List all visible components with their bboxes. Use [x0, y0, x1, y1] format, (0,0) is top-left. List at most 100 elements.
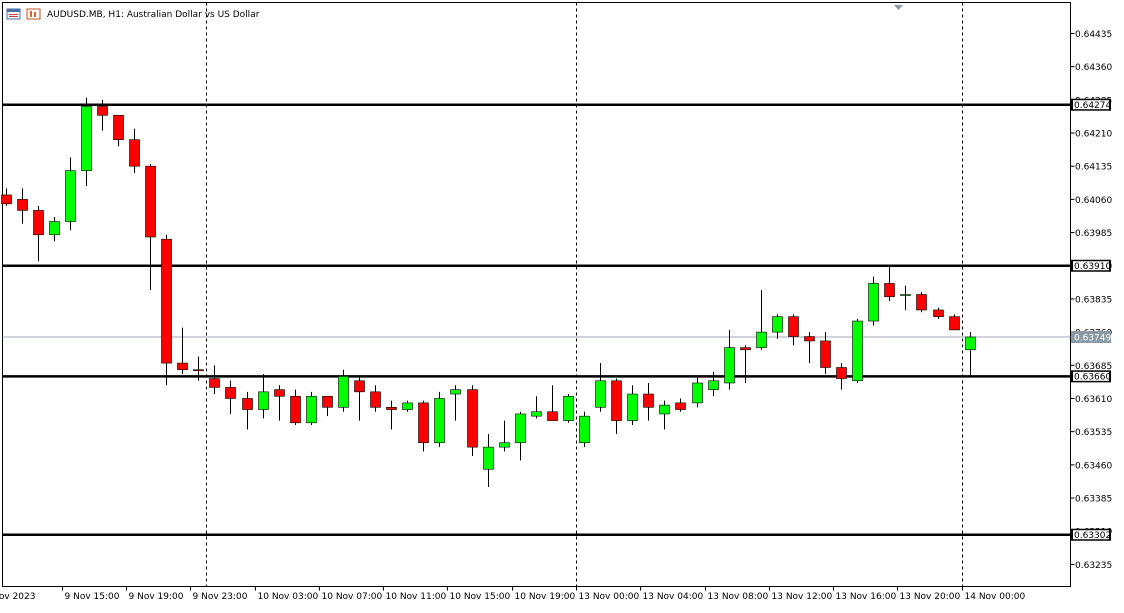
bull-candle [595, 363, 606, 412]
bull-candle [531, 396, 542, 419]
time-tick-label: 9 Nov 2023 [0, 592, 35, 602]
bear-candle [836, 363, 847, 390]
bear-candle [916, 292, 927, 313]
day-separators [206, 2, 963, 587]
candle-body [418, 402, 429, 444]
bear-candle [17, 188, 28, 224]
bull-candle [499, 420, 510, 452]
price-tick-label: 0.64135 [1075, 163, 1112, 173]
level-price-tag-inner [1073, 530, 1109, 540]
candle-body [322, 395, 333, 408]
candle-body [836, 367, 847, 379]
candle-body [884, 283, 895, 298]
bull-candle [338, 369, 349, 412]
time-tick-label: 13 Nov 00:00 [579, 592, 640, 602]
candle-body [242, 398, 253, 410]
candle-body [386, 407, 397, 410]
price-tags: 0.64274 0.63910 0.63660 0.63302 0.63749 [1071, 98, 1111, 541]
bull-candle [49, 217, 60, 242]
price-tick-label: 0.63460 [1075, 461, 1112, 471]
candle-body [258, 391, 269, 410]
candle-body [290, 395, 301, 424]
bear-candle [788, 314, 799, 346]
chart-window-icon[interactable] [6, 8, 21, 20]
candle-body [225, 387, 236, 399]
candle-body [916, 294, 927, 311]
candle-body [547, 411, 558, 421]
candle-body [740, 347, 751, 351]
candle-body [450, 389, 461, 395]
bear-candle [161, 234, 172, 386]
candle-body [193, 369, 204, 372]
bull-candle [563, 394, 574, 423]
price-tick-label: 0.63835 [1075, 295, 1112, 305]
bear-candle [225, 380, 236, 414]
current-price-tag-label: 0.63749 [1074, 333, 1111, 343]
bull-candle [756, 290, 767, 350]
price-tick-label: 0.63535 [1075, 428, 1112, 438]
current-price-tag [1071, 330, 1111, 343]
candle-body [675, 402, 686, 410]
price-tick-label: 0.64360 [1075, 63, 1112, 73]
candle-body [370, 391, 381, 408]
bear-candle [177, 327, 188, 375]
candle-body [209, 378, 220, 388]
candle-body [434, 398, 445, 444]
candle-body [354, 380, 365, 393]
time-axis[interactable]: 9 Nov 2023 9 Nov 15:00 9 Nov 19:00 9 Nov 23… [0, 586, 1026, 603]
bear-candle [1, 188, 12, 207]
plot-frame [2, 2, 1071, 587]
candle-body [579, 415, 590, 444]
time-tick-label: 13 Nov 08:00 [708, 592, 769, 602]
candle-body [274, 389, 285, 397]
bear-candle [418, 400, 429, 452]
candle-body [756, 331, 767, 348]
candle-body [611, 380, 622, 421]
candle-body [643, 393, 654, 408]
bear-candle [242, 391, 253, 430]
bull-candle [659, 400, 670, 430]
candle-body [852, 320, 863, 382]
candle-body [17, 199, 28, 211]
bear-candle [611, 378, 622, 434]
candle-body [483, 446, 494, 470]
bull-candle [868, 276, 879, 326]
time-tick-label: 13 Nov 16:00 [836, 592, 897, 602]
bull-candle [772, 314, 783, 339]
bear-candle [113, 115, 124, 147]
candle-body [900, 294, 911, 296]
candle-body [177, 362, 188, 371]
candle-body [724, 347, 735, 384]
shift-marker-icon[interactable] [894, 5, 903, 10]
candle-body [33, 210, 44, 236]
price-tick-label: 0.63235 [1075, 561, 1112, 571]
bear-candle [354, 376, 365, 421]
bull-candle [724, 329, 735, 390]
bull-candle [627, 385, 638, 426]
bear-candle [209, 365, 220, 395]
candle-body [515, 413, 526, 444]
bear-candle [467, 385, 478, 456]
bull-candle [258, 374, 269, 419]
bull-candle [483, 433, 494, 487]
candle-body [161, 238, 172, 364]
price-tick-label: 0.63385 [1075, 495, 1112, 505]
price-tick-label: 0.63685 [1075, 362, 1112, 372]
level-price-tag-inner [1073, 100, 1109, 110]
bull-candle [579, 411, 590, 448]
time-tick-label: 13 Nov 04:00 [643, 592, 704, 602]
candle-body [659, 404, 670, 415]
candle-body [949, 316, 960, 331]
bear-candle [145, 163, 156, 291]
time-tick-label: 14 Nov 00:00 [965, 592, 1026, 602]
candle-body [81, 106, 92, 171]
bull-candle [306, 391, 317, 426]
horizontal-levels[interactable] [2, 103, 1071, 536]
chart-properties-icon[interactable] [26, 8, 41, 20]
bear-candle [933, 307, 944, 319]
time-tick-label: 13 Nov 20:00 [900, 592, 961, 602]
level-price-tag-label: 0.63660 [1074, 373, 1111, 383]
